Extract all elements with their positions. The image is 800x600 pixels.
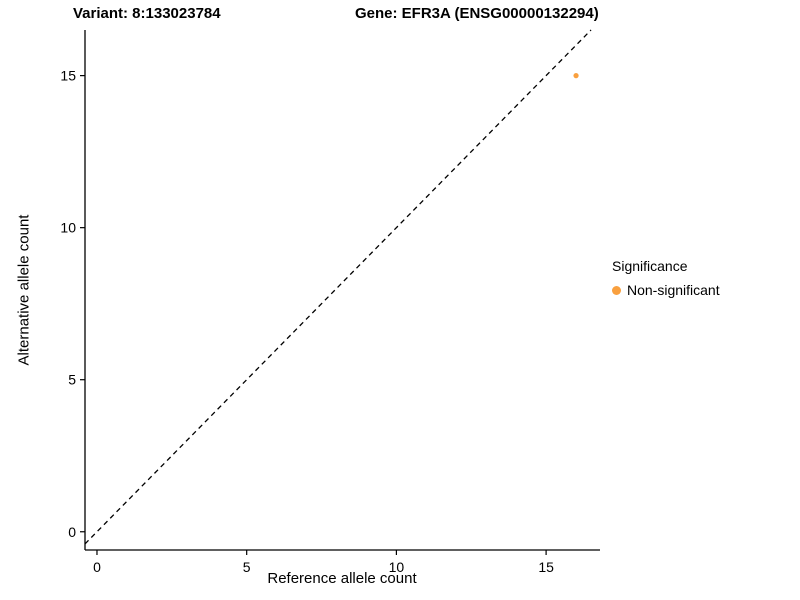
identity-line — [84, 29, 592, 545]
legend-item: Non-significant — [612, 282, 720, 298]
legend-title: Significance — [612, 258, 688, 274]
variant-title: Variant: 8:133023784 — [73, 5, 221, 22]
data-point — [573, 73, 579, 79]
x-tick-label: 0 — [93, 559, 101, 575]
x-tick-label: 10 — [389, 559, 405, 575]
legend-item-label: Non-significant — [627, 282, 720, 298]
gene-title: Gene: EFR3A (ENSG00000132294) — [355, 5, 599, 22]
y-tick-label: 5 — [68, 372, 76, 388]
y-axis-label: Alternative allele count — [15, 214, 33, 366]
legend: Significance Non-significant — [612, 258, 720, 298]
legend-point-icon — [612, 285, 621, 295]
y-tick-label: 15 — [60, 68, 76, 84]
x-tick-label: 5 — [243, 559, 251, 575]
x-tick-label: 15 — [538, 559, 554, 575]
y-tick-label: 0 — [68, 524, 76, 540]
y-tick-label: 10 — [60, 220, 76, 236]
x-axis-label: Reference allele count — [267, 570, 417, 587]
